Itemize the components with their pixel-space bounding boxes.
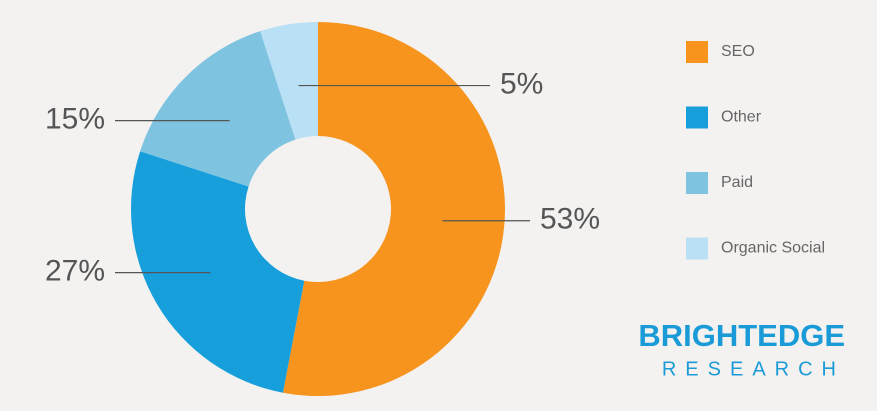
legend-swatch <box>686 106 708 129</box>
value-label: 53% <box>540 203 600 236</box>
legend-label: SEO <box>721 43 755 60</box>
legend-label: Organic Social <box>721 240 825 257</box>
value-label: 15% <box>45 103 105 136</box>
legend-label: Paid <box>721 174 753 191</box>
value-label: 27% <box>45 255 105 288</box>
slice <box>260 22 318 140</box>
slice <box>140 31 296 187</box>
slice <box>131 151 305 393</box>
value-label: 5% <box>500 67 543 100</box>
legend-label: Other <box>721 109 762 126</box>
brand-sub: RESEARCH <box>662 358 845 380</box>
legend-swatch <box>686 172 708 194</box>
slice <box>282 22 505 396</box>
legend-swatch <box>686 237 708 260</box>
legend-swatch <box>686 41 708 63</box>
brand-name: BRIGHTEDGE <box>638 318 845 353</box>
